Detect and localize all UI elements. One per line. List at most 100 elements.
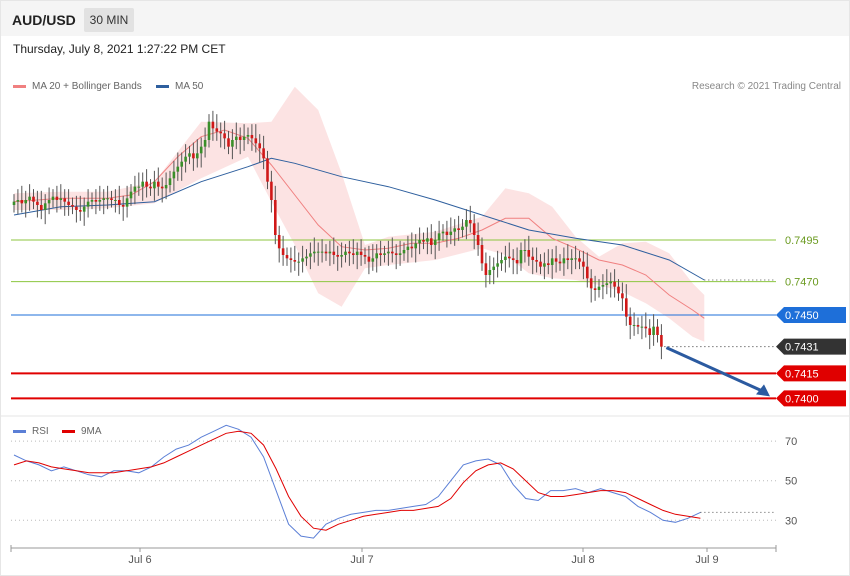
candle-body: [332, 251, 336, 255]
candle-body: [199, 146, 203, 154]
candle-body: [238, 136, 242, 140]
candle-body: [352, 253, 355, 255]
candle-body: [636, 325, 640, 327]
candle-body: [98, 200, 102, 202]
candle-body: [274, 200, 277, 235]
ma20-swatch: [13, 85, 26, 88]
candle-body: [640, 326, 644, 328]
candle-body: [145, 181, 148, 187]
candle-body: [340, 255, 343, 257]
candle-body: [246, 135, 250, 137]
candle-body: [660, 335, 663, 347]
candle-body: [254, 138, 258, 144]
candle-body: [203, 140, 207, 147]
candle-body: [118, 200, 121, 205]
candle-body: [281, 248, 285, 255]
ma50-legend: MA 50: [156, 81, 203, 92]
timeframe-button[interactable]: 30 MIN: [84, 8, 134, 32]
symbol-label: AUD/USD: [12, 12, 76, 28]
candle-body: [223, 133, 226, 139]
candle-body: [266, 158, 269, 182]
candle-body: [289, 258, 293, 260]
candle-body: [430, 238, 433, 245]
candle-body: [367, 256, 371, 262]
candle-body: [539, 261, 542, 267]
candle-body: [12, 201, 16, 205]
candle-body: [406, 246, 410, 250]
rsi-line: [13, 424, 701, 539]
candle-body: [543, 263, 546, 267]
candle-body: [75, 206, 78, 210]
rsi-tick-70: 70: [785, 436, 797, 448]
candle-body: [242, 136, 246, 140]
candle-body: [375, 253, 378, 259]
candle-body: [192, 153, 195, 159]
candle-body: [613, 281, 616, 287]
candle-body: [562, 258, 566, 264]
candle-body: [176, 166, 180, 172]
level-tag-0.7450: [776, 307, 846, 323]
level-tag-text-0.7415: 0.7415: [785, 368, 819, 380]
candle-body: [121, 205, 125, 207]
candle-body: [523, 250, 527, 251]
candle-body: [313, 251, 316, 254]
candle-body: [141, 181, 144, 187]
candle-body: [262, 148, 265, 159]
candle-body: [601, 285, 605, 287]
candle-body: [172, 171, 176, 179]
candle-body: [578, 258, 581, 262]
candle-body: [82, 206, 86, 212]
candle-body: [36, 201, 39, 205]
candle-body: [344, 251, 347, 255]
candle-body: [207, 121, 211, 140]
candle-body: [67, 201, 70, 205]
candle-body: [359, 251, 363, 255]
candle-body: [20, 200, 24, 204]
level-label-0.7470: 0.7470: [785, 277, 819, 289]
candle-body: [605, 283, 609, 285]
level-tag-text-0.7450: 0.7450: [785, 310, 819, 322]
candle-body: [293, 260, 297, 262]
candle-body: [47, 200, 51, 204]
ma20-line: [13, 129, 705, 319]
candle-body: [270, 181, 273, 200]
candle-body: [508, 256, 511, 259]
x-tick-label-Jul-7: Jul 7: [350, 554, 373, 566]
candle-body: [28, 196, 31, 200]
candle-body: [586, 266, 589, 279]
candle-body: [336, 255, 339, 257]
candle-body: [566, 258, 570, 260]
candle-body: [383, 253, 386, 255]
candle-body: [219, 131, 222, 134]
candle-body: [196, 153, 199, 159]
candle-body: [168, 178, 172, 185]
candle-body: [519, 250, 523, 264]
candle-body: [500, 260, 503, 264]
candle-body: [628, 316, 632, 325]
ma20-legend: MA 20 + Bollinger Bands: [13, 81, 142, 92]
candle-body: [235, 136, 238, 140]
rsi-legend: RSI: [13, 426, 49, 437]
candle-body: [51, 196, 55, 200]
candle-body: [40, 205, 43, 210]
candle-body: [547, 263, 550, 265]
candle-body: [453, 228, 456, 232]
candle-body: [625, 298, 628, 317]
candle-body: [324, 251, 328, 254]
candle-body: [301, 258, 304, 262]
candle-body: [391, 251, 394, 254]
candle-body: [511, 258, 515, 260]
candle-body: [437, 233, 441, 240]
ma50-swatch: [156, 85, 169, 88]
candle-body: [164, 185, 168, 189]
candle-body: [379, 253, 382, 255]
candle-body: [250, 135, 254, 139]
candle-body: [129, 191, 133, 199]
candle-body: [215, 128, 219, 132]
candle-body: [114, 200, 117, 201]
candle-body: [316, 251, 320, 253]
candle-body: [449, 231, 453, 235]
candle-body: [231, 140, 234, 147]
candle-body: [410, 246, 414, 249]
